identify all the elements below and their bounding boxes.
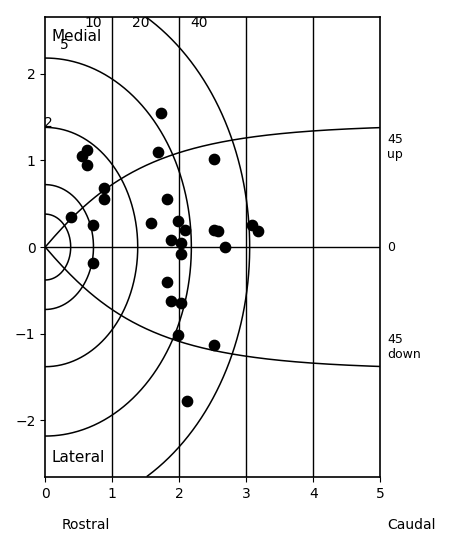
Point bbox=[90, 258, 97, 267]
Point bbox=[255, 227, 262, 236]
Text: 45
up: 45 up bbox=[387, 133, 403, 161]
Point bbox=[177, 250, 184, 258]
Text: 2: 2 bbox=[44, 116, 52, 130]
Text: 5: 5 bbox=[60, 38, 68, 52]
Point bbox=[154, 147, 162, 156]
Point bbox=[157, 108, 164, 117]
Point bbox=[147, 219, 155, 227]
Point bbox=[167, 236, 175, 244]
Text: Caudal: Caudal bbox=[388, 518, 436, 532]
Text: Lateral: Lateral bbox=[52, 451, 105, 465]
Point bbox=[90, 221, 97, 230]
Text: 45
down: 45 down bbox=[387, 333, 421, 361]
Point bbox=[177, 299, 184, 308]
Point bbox=[164, 278, 171, 286]
Text: 10: 10 bbox=[85, 16, 102, 30]
Point bbox=[181, 226, 189, 234]
Text: 20: 20 bbox=[132, 16, 149, 30]
Point bbox=[83, 146, 91, 154]
Point bbox=[214, 227, 222, 236]
Point bbox=[221, 243, 228, 251]
Point bbox=[164, 195, 171, 204]
Point bbox=[100, 195, 108, 204]
Point bbox=[83, 161, 91, 169]
Point bbox=[78, 152, 86, 161]
Point bbox=[210, 154, 218, 163]
Point bbox=[167, 296, 175, 305]
Point bbox=[174, 217, 182, 226]
Point bbox=[248, 221, 255, 230]
Point bbox=[183, 397, 191, 405]
Text: Rostral: Rostral bbox=[62, 518, 110, 532]
Point bbox=[210, 340, 218, 349]
Text: Medial: Medial bbox=[52, 29, 102, 44]
Point bbox=[67, 213, 74, 221]
Text: 0: 0 bbox=[387, 241, 395, 253]
Point bbox=[210, 226, 218, 234]
Point bbox=[174, 331, 182, 340]
Point bbox=[100, 184, 108, 192]
Point bbox=[177, 238, 184, 247]
Text: 40: 40 bbox=[191, 16, 208, 30]
